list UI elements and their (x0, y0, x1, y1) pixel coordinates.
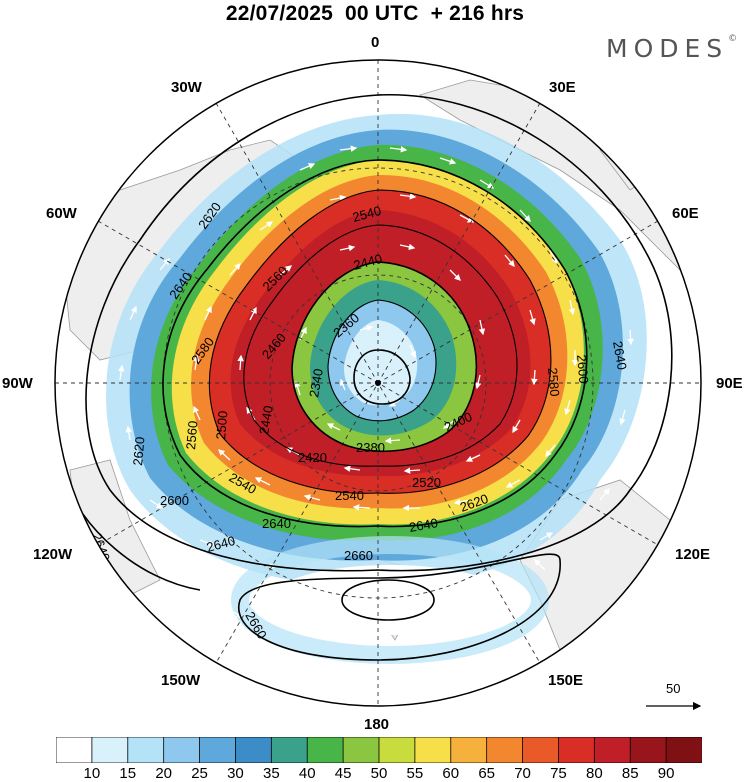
contour-label: 2440 (352, 251, 384, 273)
lon-label-90e: 90E (716, 375, 743, 392)
contour-label: 2620 (130, 436, 147, 466)
contour-label: 2640 (262, 516, 291, 531)
lon-label-0: 0 (371, 34, 380, 51)
contour-label: 2380 (356, 440, 385, 455)
colorbar-cell (522, 737, 560, 763)
colorbar-cell (199, 737, 237, 763)
contour-label: 2600 (160, 493, 189, 508)
colorbar-cell (593, 737, 631, 763)
copyright-mark: © (728, 34, 738, 44)
colorbar-cell (665, 737, 702, 763)
colorbar (56, 737, 702, 763)
colorbar-cell (378, 737, 416, 763)
map-border (54, 59, 702, 707)
colorbar-cell (629, 737, 667, 763)
wind-vectors (118, 145, 634, 674)
colorbar-label: 15 (119, 765, 137, 782)
colorbar-label: 85 (621, 765, 639, 782)
lon-label-60w: 60W (46, 205, 77, 222)
colorbar-label: 25 (191, 765, 208, 782)
contour-label: 2520 (412, 475, 441, 490)
colorbar-label: 40 (298, 765, 316, 782)
lon-label-60e: 60E (672, 205, 699, 222)
lon-label-30e: 30E (549, 79, 576, 96)
contour-label: 2440 (256, 404, 276, 435)
contour-label: 2540 (335, 488, 364, 503)
contour-label: 2600 (574, 354, 591, 384)
pole-marker (375, 380, 381, 386)
contour-label: 2660 (344, 548, 373, 563)
colorbar-label: 70 (514, 765, 531, 782)
modes-logo: MODES© (606, 34, 737, 63)
contour-label: 2640 (610, 340, 630, 371)
colorbar-label: 75 (550, 765, 567, 782)
colorbar-cell (56, 737, 93, 763)
lon-label-150e: 150E (548, 672, 584, 689)
contour-label: 2640 (205, 533, 237, 555)
colorbar-cell (127, 737, 165, 763)
lon-label-150w: 150W (161, 672, 201, 689)
colorbar-cell (270, 737, 308, 763)
map-title: 22/07/2025 00 UTC + 216 hrs (225, 2, 525, 25)
colorbar-label: 50 (370, 765, 388, 782)
colorbar-cell (414, 737, 452, 763)
colorbar-cell (450, 737, 488, 763)
colorbar-cell (558, 737, 596, 763)
wind-speed-shading (106, 113, 647, 664)
colorbar-label: 20 (155, 765, 172, 782)
contour-label: 2640 (408, 515, 439, 535)
colorbar-label: 55 (406, 765, 424, 782)
lon-label-30w: 30W (171, 79, 202, 96)
contour-label: 2580 (545, 367, 562, 397)
contour-label: 2540 (351, 203, 383, 225)
colorbar-cell (342, 737, 380, 763)
colorbar-cell (306, 737, 344, 763)
colorbar-label: 45 (334, 765, 352, 782)
colorbar-label: 60 (442, 765, 460, 782)
map-disc: 2640 2620 2540 2440 2360 2340 2580 2560 … (55, 60, 701, 706)
lon-label-180: 180 (364, 716, 390, 733)
contour-label: 2420 (298, 450, 327, 465)
colorbar-label: 90 (657, 765, 675, 782)
lon-label-120e: 120E (675, 546, 711, 563)
lon-label-90w: 90W (2, 375, 33, 392)
contour-label: 2500 (213, 410, 230, 440)
colorbar-label: 80 (585, 765, 603, 782)
vector-scale-label: 50 (666, 681, 681, 696)
colorbar-label: 10 (83, 765, 101, 782)
lon-label-120w: 120W (33, 546, 73, 563)
colorbar-label: 65 (478, 765, 495, 782)
brand-name: MODES (606, 34, 729, 63)
contour-label: 2340 (306, 367, 326, 398)
colorbar-label: 30 (227, 765, 244, 782)
colorbar-cell (235, 737, 273, 763)
colorbar-cell (486, 737, 524, 763)
colorbar-label: 35 (262, 765, 280, 782)
colorbar-cell (91, 737, 129, 763)
contour-label: 2560 (183, 420, 200, 450)
colorbar-cell (163, 737, 201, 763)
